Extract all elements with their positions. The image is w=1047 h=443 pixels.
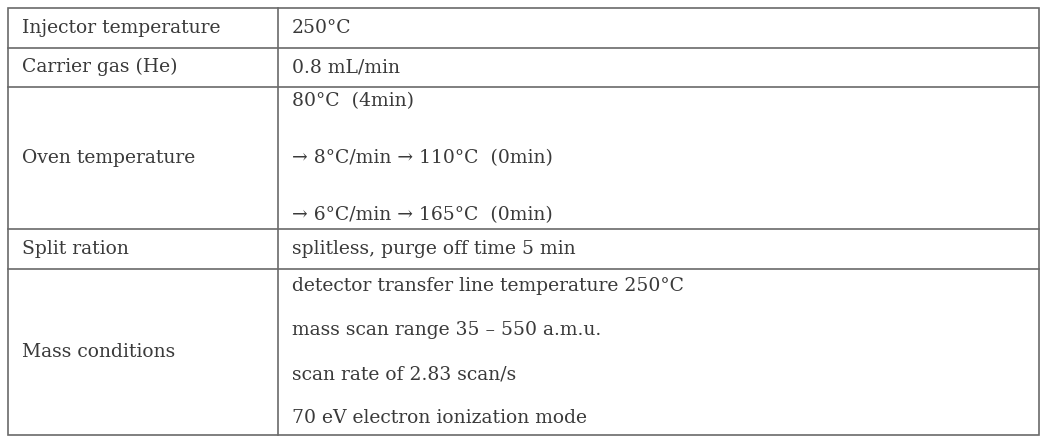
Text: Oven temperature: Oven temperature xyxy=(22,149,195,167)
Text: splitless, purge off time 5 min: splitless, purge off time 5 min xyxy=(292,240,576,258)
Text: 250°C: 250°C xyxy=(292,19,352,37)
Text: → 6°C/min → 165°C  (0min): → 6°C/min → 165°C (0min) xyxy=(292,206,553,224)
Text: 0.8 mL/min: 0.8 mL/min xyxy=(292,58,400,76)
Text: detector transfer line temperature 250°C: detector transfer line temperature 250°C xyxy=(292,276,684,295)
Text: → 8°C/min → 110°C  (0min): → 8°C/min → 110°C (0min) xyxy=(292,149,553,167)
Text: Injector temperature: Injector temperature xyxy=(22,19,221,37)
Text: scan rate of 2.83 scan/s: scan rate of 2.83 scan/s xyxy=(292,365,516,383)
Text: Split ration: Split ration xyxy=(22,240,129,258)
Text: mass scan range 35 – 550 a.m.u.: mass scan range 35 – 550 a.m.u. xyxy=(292,321,601,339)
Text: 70 eV electron ionization mode: 70 eV electron ionization mode xyxy=(292,409,587,427)
Text: Carrier gas (He): Carrier gas (He) xyxy=(22,58,178,77)
Text: 80°C  (4min): 80°C (4min) xyxy=(292,92,414,110)
Text: Mass conditions: Mass conditions xyxy=(22,343,175,361)
